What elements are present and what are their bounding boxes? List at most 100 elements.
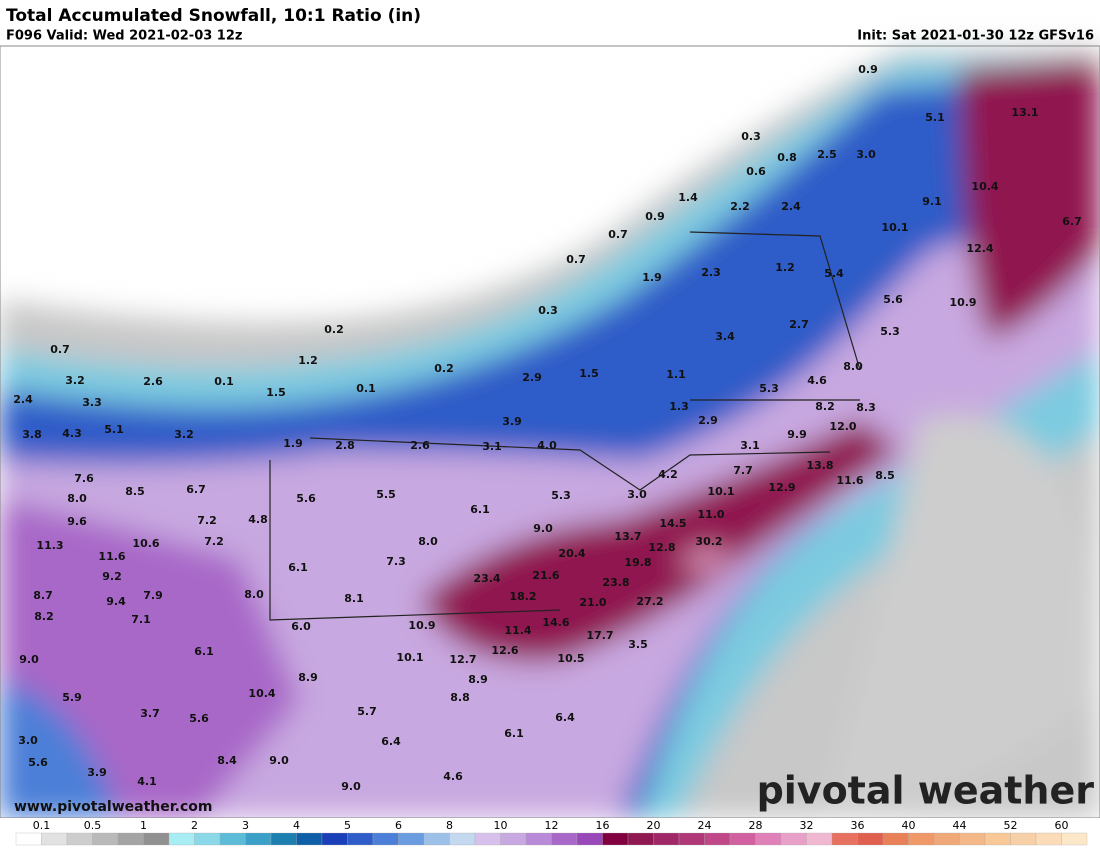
colorbar-tick-label: 2 bbox=[191, 819, 198, 832]
snow-label: 8.9 bbox=[468, 673, 488, 686]
snow-label: 3.8 bbox=[22, 428, 42, 441]
snow-label: 11.6 bbox=[836, 474, 863, 487]
snow-label: 13.1 bbox=[1011, 106, 1038, 119]
colorbar-swatch bbox=[194, 832, 221, 846]
colorbar-swatch bbox=[933, 832, 960, 846]
snow-label: 3.2 bbox=[174, 428, 194, 441]
colorbar-tick-label: 10 bbox=[494, 819, 508, 832]
snow-label: 7.7 bbox=[733, 464, 753, 477]
snow-label: 1.9 bbox=[283, 437, 303, 450]
snow-label: 5.1 bbox=[104, 423, 124, 436]
snow-label: 5.7 bbox=[357, 705, 377, 718]
snow-label: 6.1 bbox=[504, 727, 524, 740]
colorbar-swatch bbox=[857, 832, 884, 846]
snow-label: 2.8 bbox=[335, 439, 355, 452]
snow-label: 9.9 bbox=[787, 428, 807, 441]
snow-label: 4.0 bbox=[537, 439, 557, 452]
snow-label: 0.7 bbox=[566, 253, 586, 266]
snow-label: 10.9 bbox=[949, 296, 976, 309]
snow-label: 5.5 bbox=[376, 488, 396, 501]
colorbar-swatch bbox=[372, 832, 399, 846]
snow-label: 3.1 bbox=[482, 440, 502, 453]
snow-label: 0.7 bbox=[608, 228, 628, 241]
snow-label: 10.1 bbox=[881, 221, 908, 234]
colorbar-swatch bbox=[92, 832, 119, 846]
snow-label: 1.5 bbox=[579, 367, 599, 380]
colorbar-swatch bbox=[449, 832, 476, 846]
snow-label: 0.2 bbox=[434, 362, 454, 375]
colorbar-tick-label: 5 bbox=[344, 819, 351, 832]
snow-label: 7.2 bbox=[197, 514, 217, 527]
snow-label: 10.9 bbox=[408, 619, 435, 632]
colorbar-swatch bbox=[15, 832, 42, 846]
snow-label: 3.9 bbox=[502, 415, 522, 428]
colorbar-swatch bbox=[321, 832, 348, 846]
snow-label: 8.9 bbox=[298, 671, 318, 684]
snow-label: 5.6 bbox=[296, 492, 316, 505]
colorbar-swatch bbox=[551, 832, 578, 846]
snow-label: 8.7 bbox=[33, 589, 53, 602]
snow-label: 7.2 bbox=[204, 535, 224, 548]
snow-label: 5.6 bbox=[883, 293, 903, 306]
snow-label: 1.2 bbox=[298, 354, 318, 367]
snow-label: 0.9 bbox=[645, 210, 665, 223]
colorbar-swatch bbox=[117, 832, 144, 846]
snow-label: 8.2 bbox=[34, 610, 54, 623]
colorbar-swatch bbox=[806, 832, 833, 846]
snow-label: 10.5 bbox=[557, 652, 584, 665]
snow-label: 0.1 bbox=[214, 375, 234, 388]
snow-label: 5.3 bbox=[880, 325, 900, 338]
snow-label: 0.3 bbox=[741, 130, 761, 143]
colorbar-tick-label: 24 bbox=[698, 819, 712, 832]
colorbar-tick-label: 6 bbox=[395, 819, 402, 832]
map-fill bbox=[0, 45, 1100, 819]
snow-label: 3.7 bbox=[140, 707, 160, 720]
snow-label: 30.2 bbox=[695, 535, 722, 548]
snow-label: 8.1 bbox=[344, 592, 364, 605]
colorbar-tick-label: 0.5 bbox=[84, 819, 102, 832]
colorbar-swatch bbox=[1035, 832, 1062, 846]
colorbar-tick-label: 0.1 bbox=[33, 819, 51, 832]
snow-label: 10.4 bbox=[248, 687, 275, 700]
snow-label: 2.6 bbox=[410, 439, 430, 452]
snow-label: 0.6 bbox=[746, 165, 766, 178]
colorbar-swatch bbox=[627, 832, 654, 846]
colorbar-swatch bbox=[41, 832, 68, 846]
colorbar-tick-label: 12 bbox=[545, 819, 559, 832]
valid-time: F096 Valid: Wed 2021-02-03 12z bbox=[6, 29, 242, 44]
snow-label: 8.0 bbox=[843, 360, 863, 373]
snow-label: 9.2 bbox=[102, 570, 122, 583]
snow-label: 4.8 bbox=[248, 513, 268, 526]
snow-label: 12.0 bbox=[829, 420, 856, 433]
colorbar-tick-label: 60 bbox=[1055, 819, 1069, 832]
snow-label: 21.6 bbox=[532, 569, 559, 582]
snow-label: 13.7 bbox=[614, 530, 641, 543]
colorbar-swatch bbox=[882, 832, 909, 846]
snow-label: 11.3 bbox=[36, 539, 63, 552]
snow-label: 4.1 bbox=[137, 775, 157, 788]
snow-label: 27.2 bbox=[636, 595, 663, 608]
snow-label: 18.2 bbox=[509, 590, 536, 603]
colorbar-tick-label: 36 bbox=[851, 819, 865, 832]
colorbar-tick-label: 32 bbox=[800, 819, 814, 832]
snow-label: 6.7 bbox=[1062, 215, 1082, 228]
colorbar-swatch bbox=[1010, 832, 1037, 846]
colorbar-swatch bbox=[500, 832, 527, 846]
snow-label: 1.1 bbox=[666, 368, 686, 381]
snow-label: 23.8 bbox=[602, 576, 629, 589]
snow-label: 8.5 bbox=[875, 469, 895, 482]
snow-label: 14.6 bbox=[542, 616, 569, 629]
snow-label: 6.1 bbox=[470, 503, 490, 516]
snow-label: 5.9 bbox=[62, 691, 82, 704]
snow-label: 11.6 bbox=[98, 550, 125, 563]
colorbar-swatch bbox=[653, 832, 680, 846]
snow-label: 2.4 bbox=[13, 393, 33, 406]
snow-label: 2.3 bbox=[701, 266, 721, 279]
snow-label: 7.3 bbox=[386, 555, 406, 568]
colorbar-tick-label: 3 bbox=[242, 819, 249, 832]
colorbar-swatch bbox=[474, 832, 501, 846]
snow-label: 0.9 bbox=[858, 63, 878, 76]
snow-label: 3.0 bbox=[627, 488, 647, 501]
snow-label: 1.5 bbox=[266, 386, 286, 399]
